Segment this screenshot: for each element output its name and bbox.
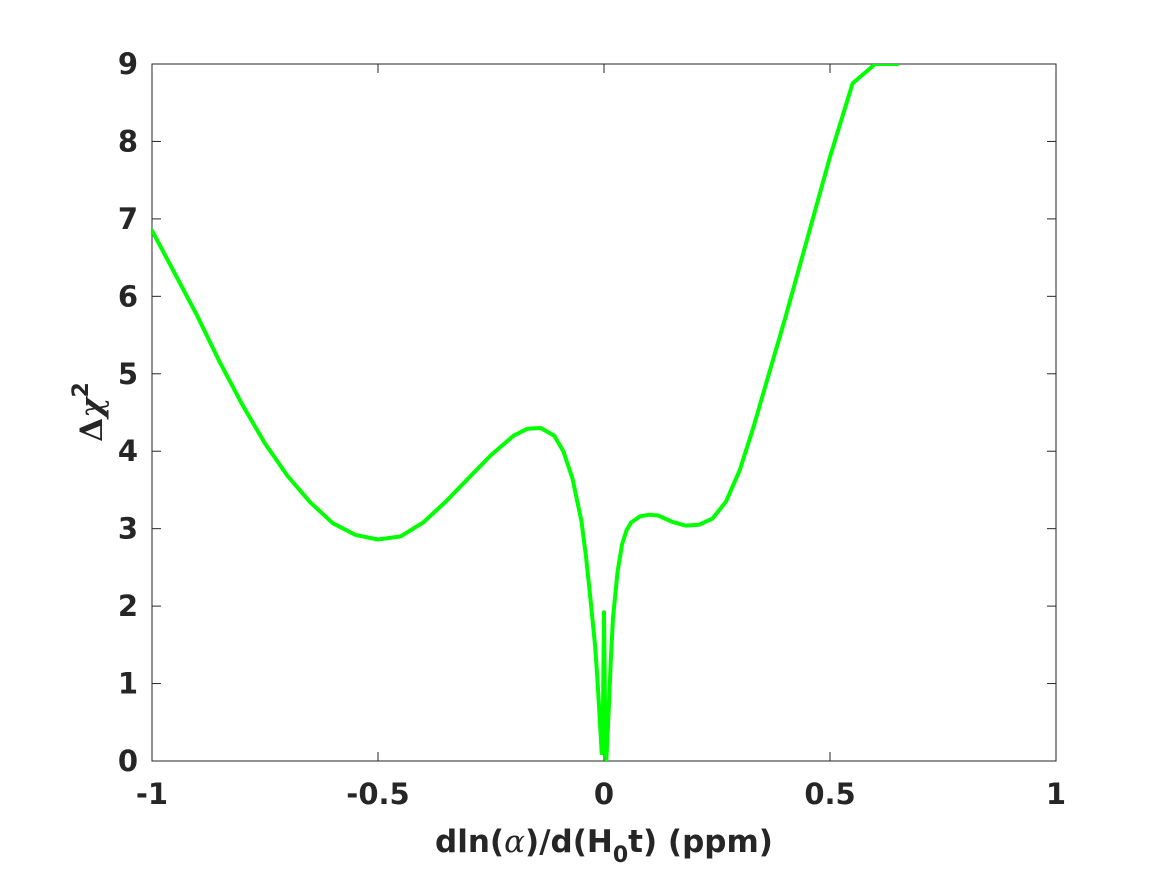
x-tick-label: 0.5 bbox=[804, 777, 855, 811]
x-tick-label: 1 bbox=[1046, 777, 1066, 811]
y-tick-label: 7 bbox=[118, 202, 138, 236]
x-axis-label-alpha: α bbox=[504, 824, 525, 860]
y-tick-label: 3 bbox=[118, 512, 138, 546]
y-axis-label-chi: χ bbox=[74, 396, 110, 420]
y-axis-label-delta: Δ bbox=[74, 418, 110, 442]
y-tick-label: 9 bbox=[118, 47, 138, 81]
x-axis-label-post: t) (ppm) bbox=[628, 824, 773, 860]
y-tick-label: 5 bbox=[118, 357, 138, 391]
x-tick-label: -1 bbox=[136, 777, 168, 811]
series-group bbox=[152, 64, 900, 761]
x-axis-label-mid: )/d(H bbox=[525, 824, 613, 860]
y-tick-label: 4 bbox=[118, 434, 138, 468]
axis-tick-labels: -1 -0.5 0 0.5 1 0 1 2 3 4 5 6 7 8 9 bbox=[118, 47, 1066, 811]
x-axis-label-sub: 0 bbox=[613, 843, 628, 868]
series-line bbox=[152, 64, 900, 761]
x-axis-label: dln(α)/d(H0t) (ppm) bbox=[435, 824, 773, 868]
x-tick-label: 0 bbox=[594, 777, 614, 811]
x-axis-label-pre: dln( bbox=[435, 824, 504, 860]
y-tick-label: 2 bbox=[118, 589, 138, 623]
axis-ticks bbox=[151, 63, 1057, 762]
y-axis-label: Δχ2 bbox=[69, 382, 110, 442]
y-tick-label: 8 bbox=[118, 124, 138, 158]
y-tick-label: 0 bbox=[118, 744, 138, 778]
y-tick-label: 1 bbox=[118, 667, 138, 701]
y-axis-label-sup: 2 bbox=[69, 382, 94, 397]
y-tick-label: 6 bbox=[118, 279, 138, 313]
x-tick-label: -0.5 bbox=[346, 777, 409, 811]
